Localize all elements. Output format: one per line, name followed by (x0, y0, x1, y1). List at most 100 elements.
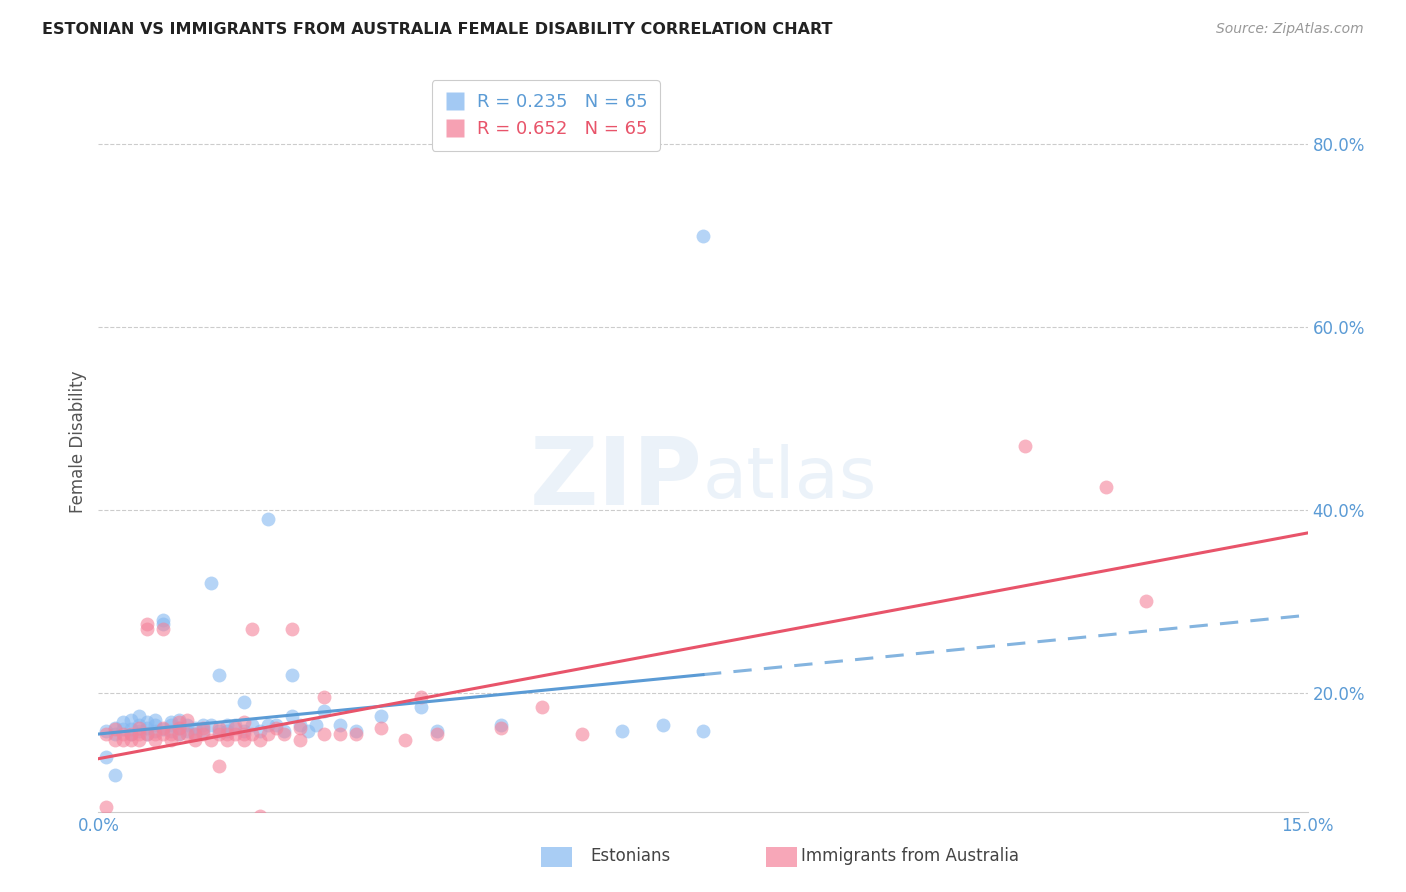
Point (128, 718, 150, 732)
Point (240, 622, 263, 636)
Point (152, 723, 174, 737)
Text: ZIP: ZIP (530, 433, 703, 524)
Point (96, 750, 118, 764)
Point (135, 622, 157, 636)
Point (160, 727, 183, 741)
Point (103, 723, 125, 737)
Point (152, 617, 174, 632)
Text: Estonians: Estonians (591, 847, 671, 865)
Point (111, 727, 134, 741)
Point (135, 727, 157, 741)
Point (96, 724, 118, 739)
Point (167, 721, 190, 735)
Point (160, 724, 183, 739)
Point (281, 667, 304, 681)
Point (128, 727, 150, 741)
Point (329, 718, 352, 732)
Point (305, 718, 328, 732)
Point (1014, 439, 1036, 453)
Point (152, 622, 174, 636)
Point (152, 721, 174, 735)
Point (240, 727, 263, 741)
Point (167, 727, 190, 741)
Point (103, 768, 125, 782)
Point (344, 727, 367, 741)
Point (111, 715, 134, 730)
Point (103, 733, 125, 747)
Point (314, 690, 336, 705)
Point (281, 622, 304, 636)
Point (135, 721, 157, 735)
Point (256, 727, 278, 741)
Point (571, 727, 593, 741)
Point (370, 721, 392, 735)
Point (651, 718, 673, 732)
Point (176, 718, 198, 732)
Point (344, 724, 367, 739)
Point (224, 721, 246, 735)
Point (314, 704, 336, 718)
Point (200, 718, 222, 732)
Point (208, 759, 231, 773)
Point (288, 718, 311, 732)
Point (281, 708, 304, 723)
Point (409, 690, 432, 705)
Point (143, 733, 166, 747)
Point (184, 733, 207, 747)
Point (314, 727, 336, 741)
Point (143, 714, 166, 728)
Point (692, 228, 714, 243)
Text: ESTONIAN VS IMMIGRANTS FROM AUSTRALIA FEMALE DISABILITY CORRELATION CHART: ESTONIAN VS IMMIGRANTS FROM AUSTRALIA FE… (42, 22, 832, 37)
Point (143, 727, 166, 741)
Point (120, 723, 142, 737)
Point (167, 721, 190, 735)
Point (370, 708, 392, 723)
Point (96, 727, 118, 741)
Point (128, 708, 150, 723)
Point (426, 724, 449, 739)
Point (176, 727, 198, 741)
Text: atlas: atlas (703, 444, 877, 513)
Point (224, 718, 246, 732)
Point (103, 727, 125, 741)
Point (409, 699, 432, 714)
Point (208, 727, 231, 741)
Point (128, 724, 150, 739)
Point (120, 727, 142, 741)
Point (193, 718, 215, 732)
Point (167, 715, 190, 730)
Point (232, 724, 254, 739)
Point (135, 617, 157, 632)
Point (288, 721, 311, 735)
Point (530, 699, 553, 714)
Point (135, 727, 157, 741)
Point (217, 733, 239, 747)
Point (232, 715, 254, 730)
Point (143, 724, 166, 739)
Text: Immigrants from Australia: Immigrants from Australia (801, 847, 1019, 865)
Point (152, 727, 174, 741)
Point (240, 718, 263, 732)
Point (249, 733, 271, 747)
Point (160, 718, 183, 732)
Point (152, 613, 174, 627)
Point (232, 733, 254, 747)
Point (491, 721, 513, 735)
Point (184, 727, 207, 741)
Point (135, 715, 157, 730)
Point (217, 718, 239, 732)
Point (128, 721, 150, 735)
Y-axis label: Female Disability: Female Disability (69, 370, 87, 513)
Point (208, 721, 231, 735)
Point (111, 723, 134, 737)
Point (329, 727, 352, 741)
Point (103, 721, 125, 735)
Point (120, 714, 142, 728)
Point (273, 727, 295, 741)
Point (193, 721, 215, 735)
Point (167, 727, 190, 741)
Point (128, 733, 150, 747)
Point (612, 724, 634, 739)
Point (217, 727, 239, 741)
Legend: R = 0.235   N = 65, R = 0.652   N = 65: R = 0.235 N = 65, R = 0.652 N = 65 (432, 80, 659, 151)
